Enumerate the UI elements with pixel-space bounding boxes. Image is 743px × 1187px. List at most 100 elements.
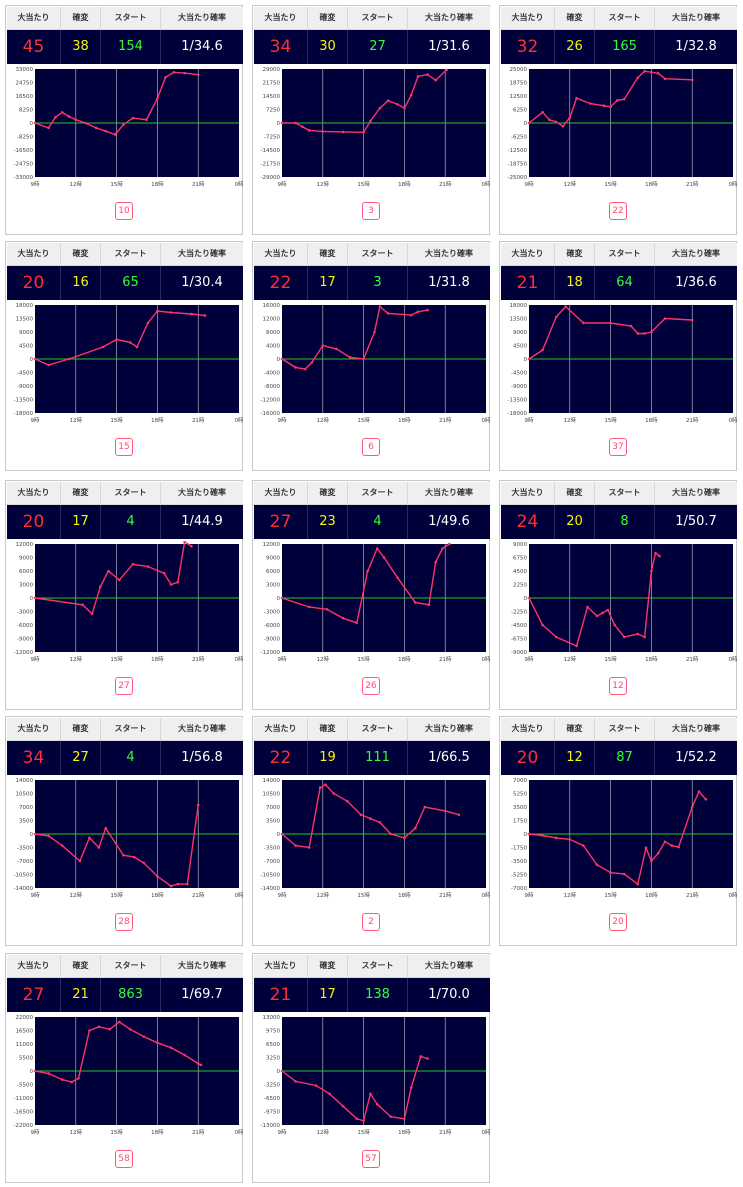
y-tick-label: 9000 [19,330,33,336]
x-tick-label: 12時 [564,416,577,424]
machine-number-link[interactable]: 10 [115,202,133,220]
data-point [176,882,180,886]
hit-probability: 1/66.5 [428,750,470,765]
slump-graph: 12000 9000 6000 3000 0 -3000 -6000 -9000 -120009… [14,541,243,663]
y-tick-label: -18000 [14,411,34,417]
machine-number-link[interactable]: 2 [362,913,380,931]
header-start: スタート [348,955,408,977]
card-header-row: 大当たり 確変 スタート 大当たり確率 [501,7,737,30]
machine-number-link[interactable]: 12 [609,677,627,695]
machine-number-link[interactable]: 22 [609,202,627,220]
y-tick-label: 0 [30,596,34,602]
y-tick-label: 4000 [266,344,280,350]
y-tick-label: -16500 [14,1110,34,1116]
y-tick-label: -7000 [17,859,33,865]
data-point [47,834,50,838]
header-prob: 大当たり確率 [672,488,720,497]
card-values-row: 21 18 64 1/36.6 [501,266,737,300]
data-point [457,813,461,817]
data-point [362,131,365,134]
machine-number-link[interactable]: 20 [609,913,627,931]
data-point [348,356,352,359]
kakuhen-count: 26 [555,30,595,64]
data-point [70,1080,74,1084]
data-point [434,78,437,82]
data-point [88,836,91,840]
y-tick-label: -6250 [511,135,527,141]
data-point [643,69,646,73]
data-point [128,341,132,344]
kakuhen-count: 38 [61,30,101,64]
x-tick-label: 18時 [398,1128,411,1136]
y-tick-label: -4000 [264,371,280,377]
y-tick-label: 16500 [16,94,34,100]
machine-card: 大当たり 確変 スタート 大当たり確率 24 20 8 1/50.7 9000 6750 4500 2… [499,480,737,710]
header-start: スタート [348,718,408,740]
y-tick-label: 0 [277,596,281,602]
data-point [650,70,653,74]
machine-number-link[interactable]: 28 [115,913,133,931]
data-point [84,121,87,125]
y-tick-label: -16000 [261,411,281,417]
data-point [135,345,139,349]
data-point [622,97,626,101]
data-point [636,882,640,886]
machine-card: 大当たり 確変 スタート 大当たり確率 22 17 3 1/31.8 16000 12000 800… [252,241,490,471]
x-tick-label: 12時 [70,655,83,663]
machine-number-link[interactable]: 37 [609,438,627,456]
data-point [169,884,173,888]
data-point [586,605,589,609]
card-values-row: 22 19 111 1/66.5 [254,741,490,775]
data-point [47,126,50,130]
hit-count: 34 [254,30,308,64]
data-point [183,71,186,75]
header-kakuhen: 確変 [555,718,595,740]
header-start: スタート [595,718,655,740]
x-tick-label: 12時 [317,180,330,188]
y-tick-label: 9000 [513,542,527,548]
hit-count: 20 [7,266,61,300]
data-point [403,836,406,840]
hit-count: 21 [254,978,308,1012]
data-point [294,844,297,847]
hit-count: 20 [501,741,555,775]
x-tick-label: 15時 [604,891,617,899]
x-tick-label: 9時 [31,655,40,663]
machine-number-link[interactable]: 26 [362,677,380,695]
machine-number-link[interactable]: 57 [362,1150,380,1168]
y-tick-label: 22000 [16,1015,34,1021]
x-tick-label: 21時 [686,180,699,188]
machine-number-link[interactable]: 3 [362,202,380,220]
machine-number-link[interactable]: 6 [362,438,380,456]
x-tick-label: 21時 [439,891,452,899]
data-point [321,130,325,133]
y-tick-label: -3500 [264,846,280,852]
data-point [441,547,444,550]
x-tick-label: 0時 [729,655,738,663]
machine-card: 大当たり 確変 スタート 大当たり確率 32 26 165 1/32.8 25000 18750 1… [499,5,737,235]
machine-number-link[interactable]: 27 [115,677,133,695]
start-count: 3 [348,266,408,300]
card-header-row: 大当たり 確変 スタート 大当たり確率 [254,955,490,978]
x-tick-label: 9時 [525,180,534,188]
y-tick-label: -14000 [14,886,34,892]
x-tick-label: 9時 [278,655,287,663]
header-kakuhen: 確変 [61,955,101,977]
machine-number-link[interactable]: 15 [115,438,133,456]
kakuhen-count: 12 [555,741,595,775]
data-point [332,792,335,795]
data-point [656,851,660,855]
card-values-row: 32 26 165 1/32.8 [501,30,737,64]
kakuhen-count: 17 [308,266,348,300]
x-tick-label: 9時 [278,416,287,424]
start-count: 4 [101,505,161,539]
machine-number-link[interactable]: 58 [115,1150,133,1168]
x-tick-label: 15時 [357,655,370,663]
y-tick-label: -14500 [261,148,281,154]
data-point [156,875,159,878]
data-point [131,562,135,566]
y-tick-label: 3500 [266,819,280,825]
y-tick-label: 0 [277,357,281,363]
y-tick-label: 0 [524,121,528,127]
y-tick-label: 12000 [263,542,281,548]
